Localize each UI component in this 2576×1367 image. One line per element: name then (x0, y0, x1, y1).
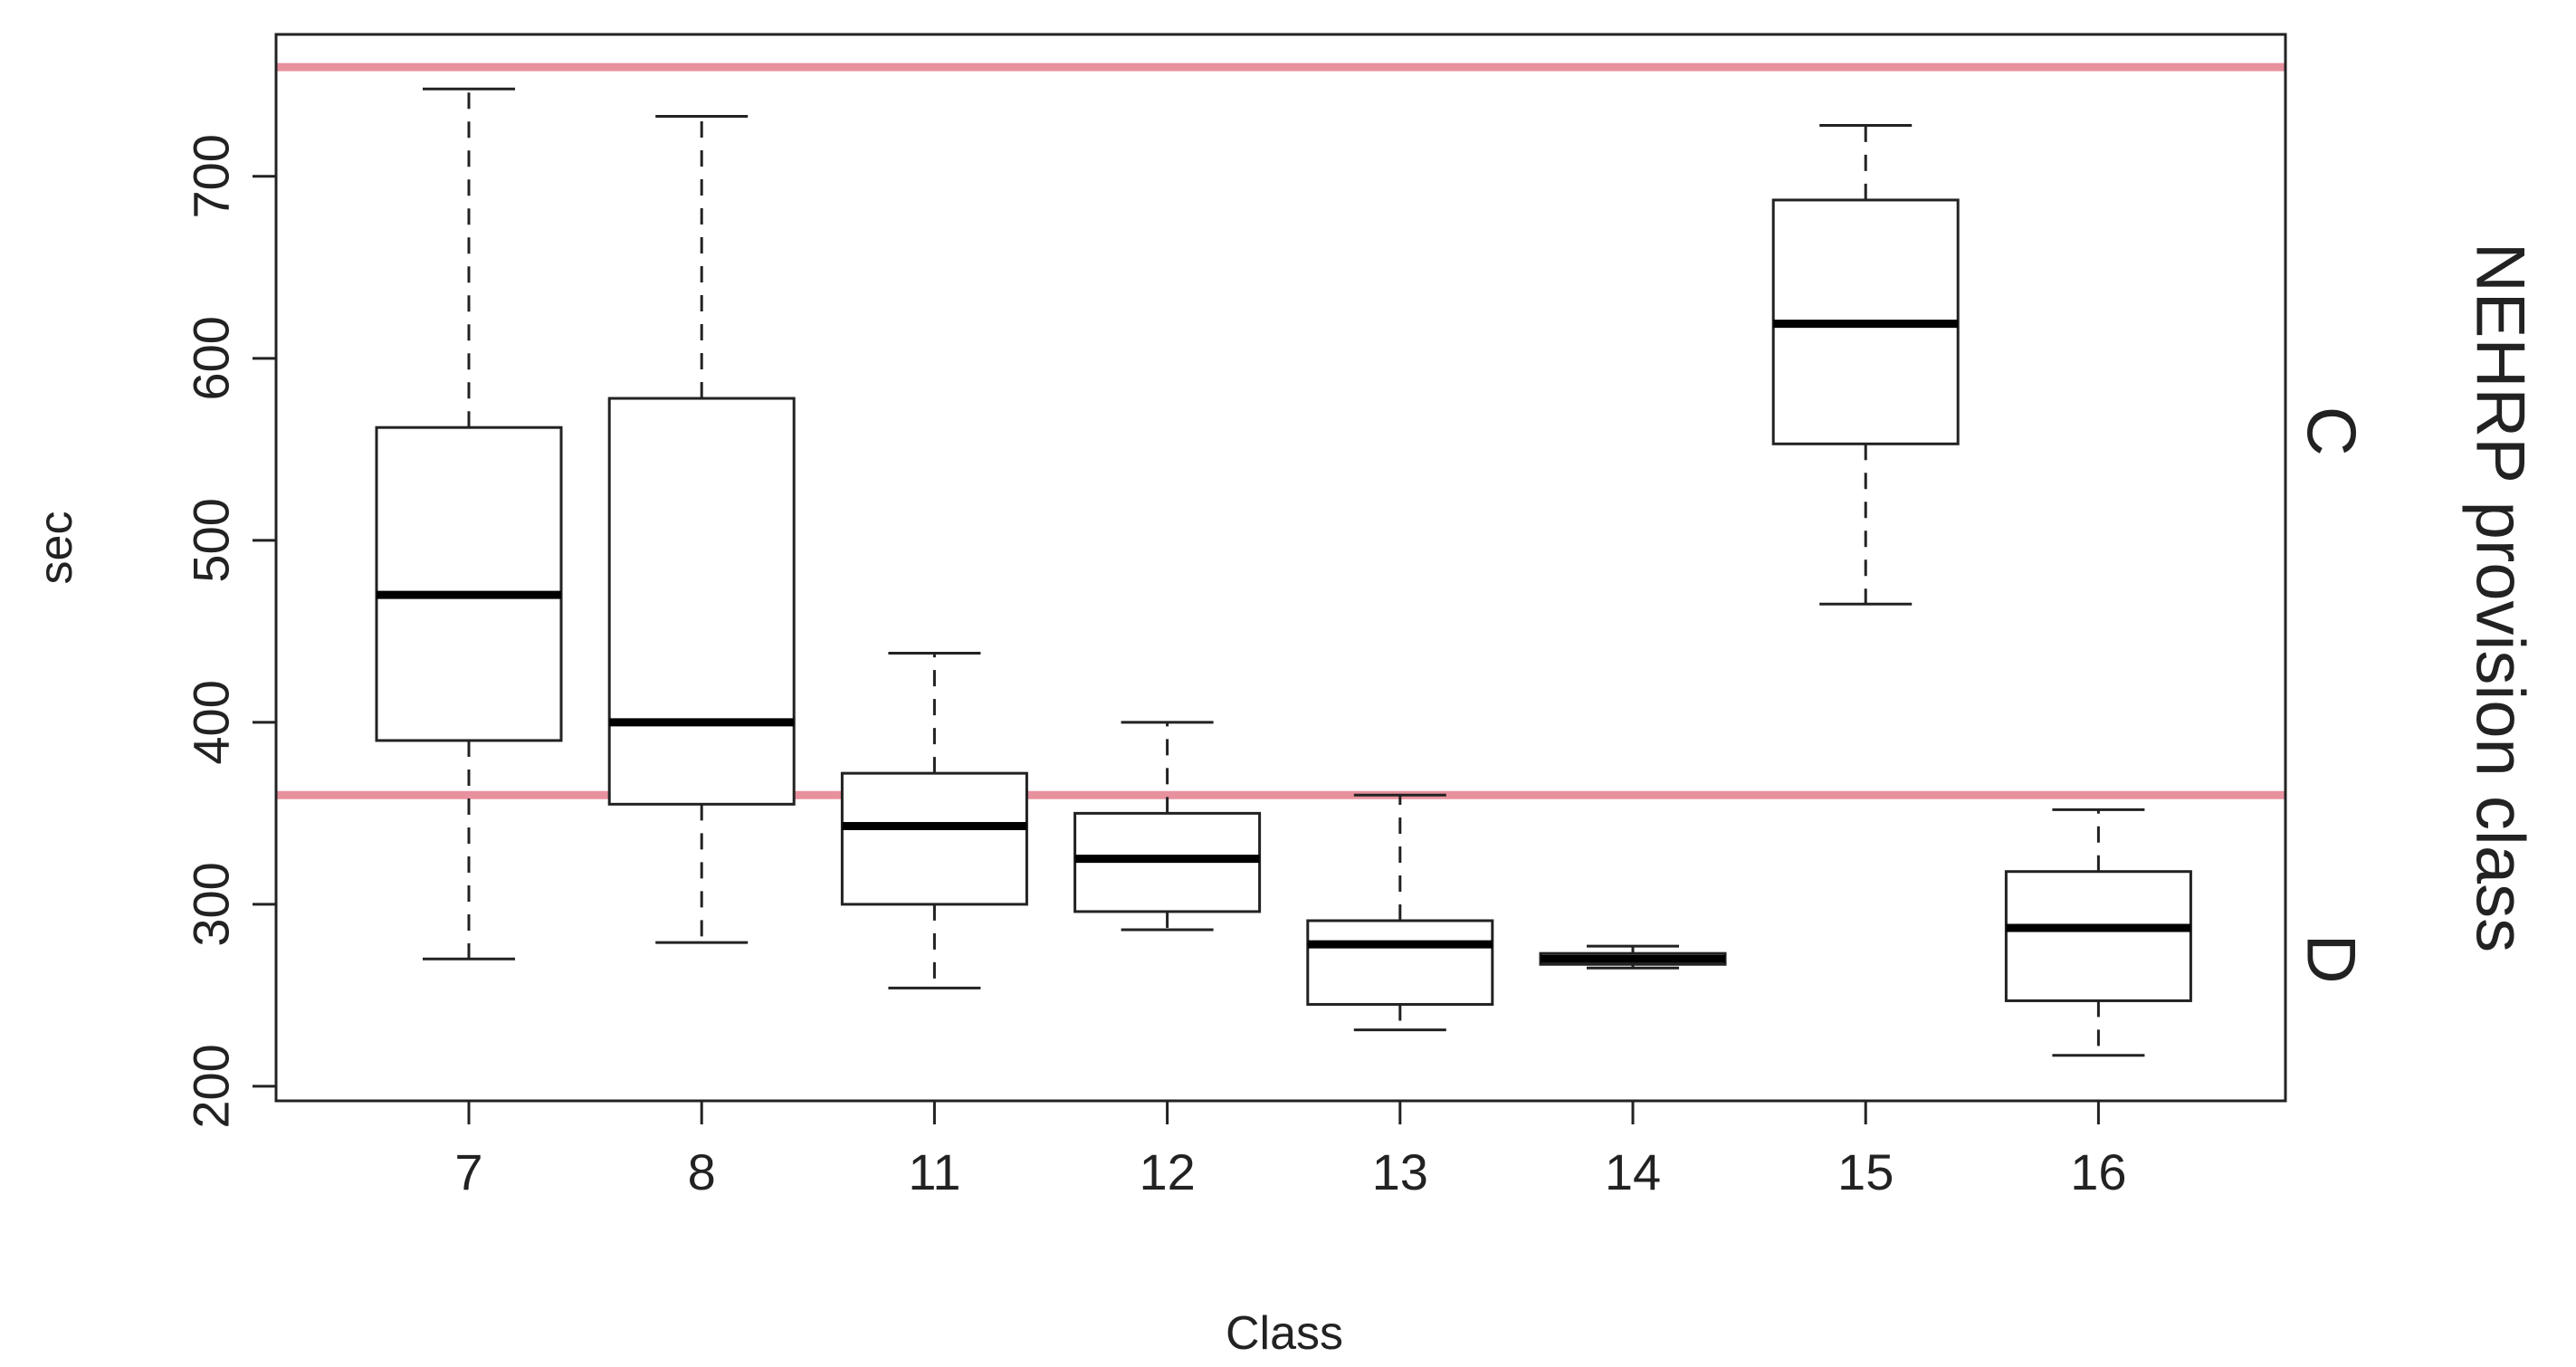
box-8 (607, 114, 796, 944)
x-tick-label-8: 8 (688, 1143, 716, 1200)
right-axis-label-c: C (2293, 406, 2370, 456)
x-tick-label-15: 15 (1837, 1143, 1894, 1200)
y-tick-label-400: 400 (183, 680, 240, 764)
x-tick-label-7: 7 (454, 1143, 482, 1200)
right-axis-title: NEHRP provision class (2462, 243, 2539, 952)
box-12 (1073, 721, 1262, 932)
box-13 (1306, 793, 1494, 1032)
x-tick-label-12: 12 (1139, 1143, 1195, 1200)
box-16 (2004, 808, 2192, 1057)
boxes-layer (375, 87, 2192, 1057)
iqr-box-7 (375, 425, 563, 742)
y-tick-label-500: 500 (183, 498, 240, 582)
y-tick-label-200: 200 (183, 1044, 240, 1128)
box-15 (1771, 124, 1960, 606)
x-tick-label-16: 16 (2070, 1143, 2126, 1200)
y-axis-title: sec (30, 511, 82, 585)
iqr-box-11 (840, 771, 1028, 906)
box-14 (1539, 944, 1727, 970)
x-tick-label-13: 13 (1372, 1143, 1428, 1200)
right-axis-label-d: D (2293, 934, 2370, 984)
iqr-box-16 (2004, 870, 2192, 1002)
box-11 (840, 651, 1028, 989)
x-tick-label-14: 14 (1605, 1143, 1661, 1200)
y-tick-label-300: 300 (183, 862, 240, 946)
y-tick-label-600: 600 (183, 316, 240, 400)
plot-frame (274, 33, 2287, 1103)
x-tick-label-11: 11 (908, 1143, 960, 1200)
box-7 (375, 87, 563, 961)
iqr-box-8 (607, 397, 796, 806)
x-axis-title: Class (1226, 1307, 1343, 1360)
y-tick-label-700: 700 (183, 134, 240, 218)
iqr-box-13 (1306, 919, 1494, 1006)
reference-lines-layer (276, 62, 2285, 799)
